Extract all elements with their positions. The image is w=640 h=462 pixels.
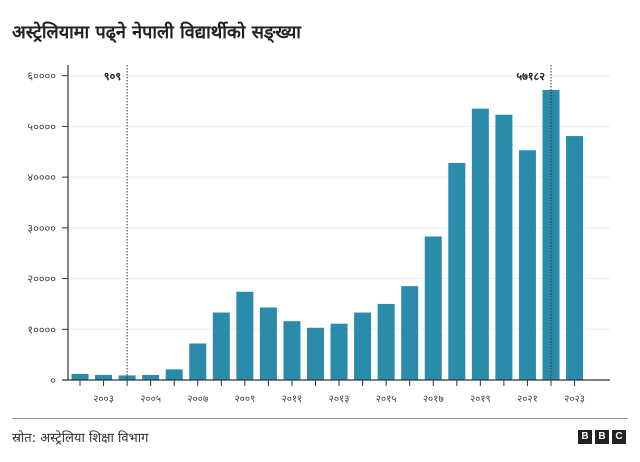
y-tick-label: १०००० — [27, 323, 56, 336]
x-tick-label: २००५ — [140, 394, 161, 405]
source-note: स्रोत: अस्ट्रेलिया शिक्षा विभाग — [12, 431, 149, 446]
bar-3 — [142, 374, 160, 380]
x-tick-label: २००३ — [93, 394, 114, 405]
bar-chart: ० १०००० २०००० ३०००० ४०००० ५०००० ६०००० २००३ २००५ २… — [27, 65, 610, 405]
y-tick-label: ३०००० — [27, 222, 56, 235]
bar-9 — [283, 321, 301, 380]
bar-17 — [471, 108, 489, 380]
bar-8 — [259, 307, 277, 380]
x-tick-label: २००९ — [234, 394, 255, 405]
x-tick-label: २०१७ — [423, 394, 444, 405]
bar-0 — [71, 373, 89, 380]
bar-21 — [566, 136, 584, 380]
y-tick-label: ० — [50, 374, 56, 387]
bar-13 — [377, 303, 395, 380]
chart-title: अस्ट्रेलियामा पढ्ने नेपाली विद्यार्थीको … — [12, 22, 301, 43]
y-tick-label: ५०००० — [27, 120, 56, 133]
y-tick-label: ६०००० — [27, 70, 56, 83]
bar-4 — [165, 369, 183, 380]
bar-10 — [307, 327, 324, 380]
y-tick-label: २०००० — [27, 273, 56, 286]
bar-7 — [236, 291, 254, 380]
x-tick-label: २०२३ — [564, 394, 585, 405]
bar-18 — [495, 114, 513, 380]
bar-12 — [354, 312, 372, 380]
y-tick-label: ४०००० — [27, 171, 56, 184]
bar-14 — [401, 286, 419, 380]
bar-20 — [542, 89, 560, 381]
bar-16 — [448, 162, 466, 380]
x-tick-label: २०१३ — [329, 394, 350, 405]
x-tick-label: २०११ — [282, 394, 303, 405]
annotation-label: ५७१८२ — [516, 70, 545, 83]
bar-11 — [330, 323, 348, 380]
x-tick-label: २००७ — [187, 394, 208, 405]
bar-5 — [189, 343, 207, 380]
bar-6 — [212, 312, 230, 380]
x-tick-label: २०१५ — [376, 394, 397, 405]
bar-19 — [518, 150, 536, 380]
bar-15 — [424, 236, 442, 380]
x-tick-label: २०१९ — [470, 394, 491, 405]
bar-1 — [95, 374, 113, 380]
x-tick-label: २०२१ — [517, 394, 538, 405]
annotation-label: ९०९ — [104, 70, 121, 83]
footer-divider — [12, 418, 628, 419]
